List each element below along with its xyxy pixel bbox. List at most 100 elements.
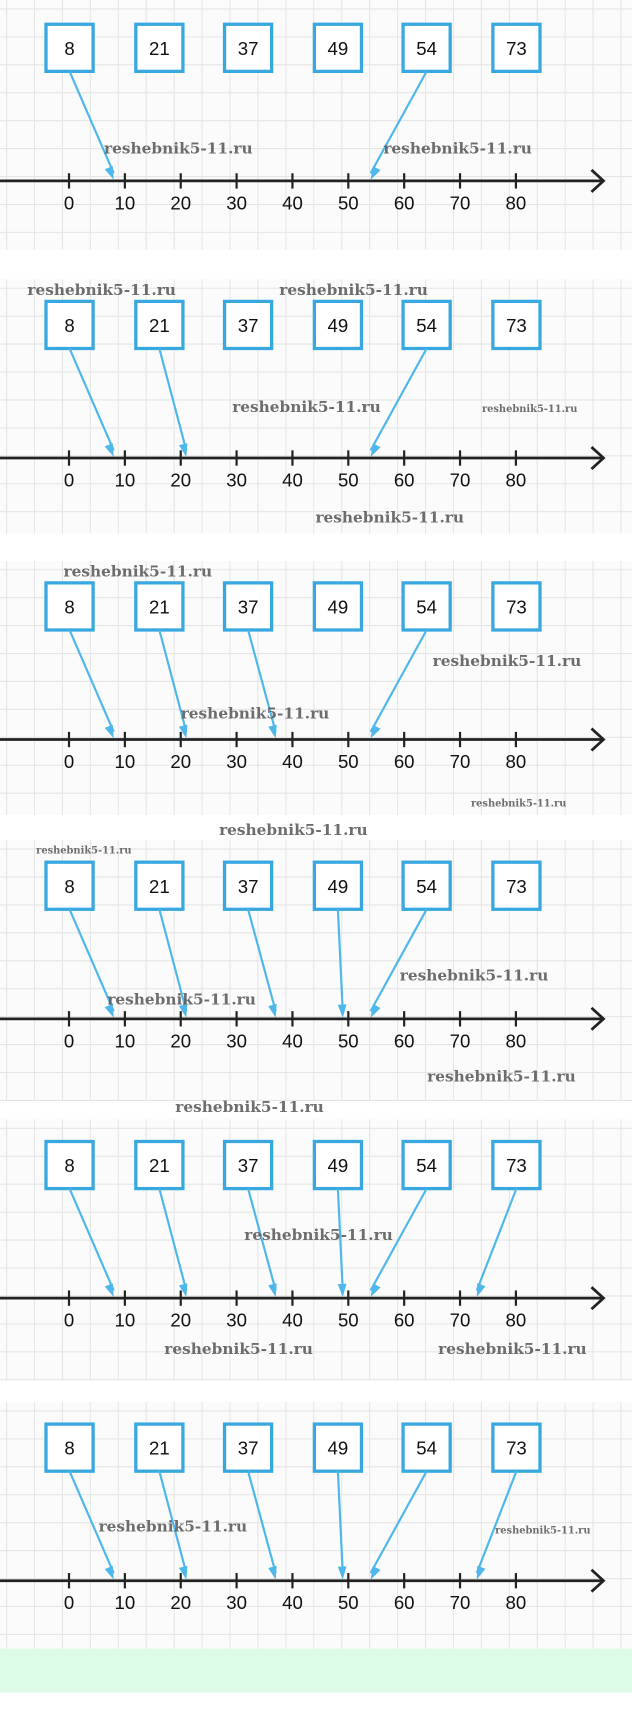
number-box: [401, 299, 452, 351]
number-label: 54: [416, 315, 437, 336]
watermark: reshebnik5-11.ru: [383, 140, 532, 158]
number-box: [222, 22, 274, 74]
arrow-head: [178, 443, 188, 457]
tick-label: 40: [282, 1030, 303, 1051]
tick-label: 0: [64, 751, 74, 772]
watermark: reshebnik5-11.ru: [495, 1526, 590, 1537]
watermark: reshebnik5-11.ru: [64, 562, 213, 580]
tick-label: 20: [170, 192, 191, 213]
number-label: 37: [238, 315, 259, 336]
tick-label: 10: [115, 1310, 136, 1331]
arrow-head: [178, 1283, 188, 1298]
panel-6: 0 10 20 30 40 50 60 70 80 8 21 37 49 54 73 reshebnik5-1…: [0, 1402, 632, 1657]
number-box: [312, 1139, 364, 1191]
number-box: [44, 581, 95, 632]
tick-label: 50: [338, 1310, 359, 1331]
arrow-line: [247, 629, 277, 733]
number-label: 21: [149, 315, 170, 336]
arrow-line: [158, 1470, 188, 1574]
watermark: reshebnik5-11.ru: [181, 705, 330, 723]
footer-band: [0, 1648, 632, 1693]
arrow-line: [369, 347, 428, 451]
watermark: reshebnik5-11.ru: [107, 991, 256, 1009]
arrow-head: [178, 1565, 188, 1580]
arrow-line: [336, 1188, 344, 1291]
number-label: 8: [64, 1438, 74, 1459]
watermark: reshebnik5-11.ru: [471, 798, 566, 809]
arrow-head: [476, 1565, 486, 1580]
axis-arrowhead: [590, 1006, 606, 1031]
arrow-head: [104, 165, 114, 180]
arrow-head: [104, 1283, 114, 1298]
tick-label: 40: [282, 751, 303, 772]
number-label: 21: [149, 38, 170, 59]
tick-label: 70: [450, 1310, 471, 1331]
arrow-head: [370, 724, 381, 739]
arrow-head: [104, 724, 114, 739]
tick-label: 60: [394, 1310, 415, 1331]
arrow-line: [68, 70, 115, 174]
number-label: 8: [64, 876, 74, 897]
arrow-line: [336, 909, 344, 1012]
number-label: 37: [238, 876, 259, 897]
arrow-line: [475, 1188, 518, 1291]
watermark: reshebnik5-11.ru: [427, 1067, 576, 1085]
number-label: 8: [64, 597, 74, 618]
watermark: reshebnik5-11.ru: [164, 1340, 313, 1358]
tick-label: 50: [338, 192, 359, 213]
arrow-line: [68, 1188, 115, 1291]
arrow-line: [247, 1188, 277, 1291]
watermark: reshebnik5-11.ru: [219, 821, 368, 839]
tick-label: 60: [394, 469, 415, 490]
tick-label: 80: [506, 192, 527, 213]
number-label: 73: [506, 38, 527, 59]
tick-label: 30: [226, 1310, 247, 1331]
arrow-line: [158, 629, 188, 733]
axis-arrowhead: [590, 1286, 606, 1311]
number-box: [222, 299, 274, 351]
tick-label: 30: [226, 1592, 247, 1613]
panel-4: 0 10 20 30 40 50 60 70 80 8 21 37 49 54 73 reshebnik5-1…: [0, 840, 632, 1116]
arrow-head: [268, 1003, 277, 1018]
tick-label: 10: [115, 469, 136, 490]
number-box: [491, 22, 542, 74]
arrow-line: [68, 1470, 115, 1574]
number-label: 37: [238, 1155, 259, 1176]
arrow-line: [68, 629, 115, 733]
number-label: 21: [149, 597, 170, 618]
watermark: reshebnik5-11.ru: [438, 1340, 587, 1358]
arrow-head: [104, 443, 114, 457]
number-label: 73: [506, 1155, 527, 1176]
number-box: [491, 1139, 542, 1191]
number-label: 21: [149, 1438, 170, 1459]
arrow-head: [178, 1003, 188, 1018]
arrow-head: [178, 724, 188, 739]
tick-label: 30: [226, 751, 247, 772]
number-box: [44, 299, 95, 351]
number-box: [491, 1422, 542, 1473]
tick-label: 60: [394, 1592, 415, 1613]
tick-label: 30: [226, 469, 247, 490]
number-label: 54: [416, 1438, 437, 1459]
arrow-line: [247, 1470, 277, 1574]
tick-label: 10: [115, 751, 136, 772]
tick-label: 80: [506, 469, 527, 490]
arrow-head: [370, 1565, 381, 1580]
watermark: reshebnik5-11.ru: [433, 652, 582, 670]
arrow-line: [68, 348, 115, 451]
panel-2: 0 10 20 30 40 50 60 70 80 8 21 37 49 54 73 reshebnik5-1…: [0, 279, 632, 534]
arrow-head: [268, 1565, 277, 1580]
number-box: [491, 299, 542, 351]
watermark: reshebnik5-11.ru: [244, 1226, 393, 1244]
number-label: 54: [416, 597, 437, 618]
tick-label: 60: [394, 1030, 415, 1051]
watermark: reshebnik5-11.ru: [232, 398, 381, 416]
number-box: [44, 860, 95, 911]
number-label: 73: [506, 315, 527, 336]
arrow-head: [337, 1283, 347, 1298]
arrow-head: [370, 1283, 381, 1298]
arrow-head: [104, 1565, 114, 1580]
tick-label: 40: [282, 1592, 303, 1613]
number-label: 54: [416, 38, 437, 59]
axis-arrowhead: [590, 168, 606, 193]
